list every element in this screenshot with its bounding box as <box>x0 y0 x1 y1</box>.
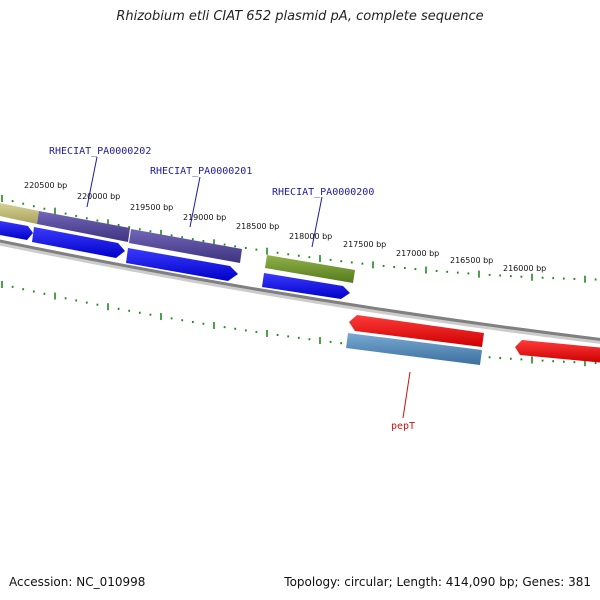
accession-text: Accession: NC_010998 <box>9 575 146 589</box>
label-leader <box>189 176 201 228</box>
cds-arrow[interactable] <box>32 227 125 258</box>
gene-olive[interactable] <box>0 202 39 224</box>
cds-arrow[interactable] <box>262 273 350 299</box>
tick-label: 217500 bp <box>343 240 386 249</box>
tick-label: 219000 bp <box>183 213 226 222</box>
gene-rheciat-pa0000202[interactable] <box>37 211 130 242</box>
backbone-line <box>0 239 600 341</box>
tick-label: 218500 bp <box>236 222 279 231</box>
gene-label-rheciat-pa0000200: RHECIAT_PA0000200 <box>272 187 374 198</box>
gene-rheciat-pa0000200[interactable] <box>265 255 355 283</box>
label-leader <box>311 196 323 248</box>
inner-tick-ring <box>1 280 597 367</box>
backbone-shadow <box>0 240 600 344</box>
gene-label-rheciat-pa0000201: RHECIAT_PA0000201 <box>150 166 252 177</box>
label-leader <box>402 371 411 419</box>
tick-label: 216000 bp <box>503 264 546 273</box>
tick-label: 220500 bp <box>24 181 67 190</box>
cds-arrow-reverse[interactable] <box>515 340 600 363</box>
cds-arrow[interactable] <box>126 248 238 281</box>
tick-label: 216500 bp <box>450 256 493 265</box>
tick-label: 218000 bp <box>289 232 332 241</box>
tick-label: 217000 bp <box>396 249 439 258</box>
gene-label-rheciat-pa0000202: RHECIAT_PA0000202 <box>49 146 151 157</box>
tick-label: 220000 bp <box>77 192 120 201</box>
gene-peptidase-t[interactable] <box>346 333 482 365</box>
gene-label-pept: pepT <box>391 421 415 432</box>
topology-summary: Topology: circular; Length: 414,090 bp; … <box>284 575 591 589</box>
cds-arrow[interactable] <box>0 220 33 240</box>
map-title: Rhizobium etli CIAT 652 plasmid pA, comp… <box>116 9 484 24</box>
gene-rheciat-pa0000201[interactable] <box>129 229 242 263</box>
tick-label: 219500 bp <box>130 203 173 212</box>
label-leader <box>86 156 98 208</box>
cds-arrow-reverse[interactable] <box>349 315 484 347</box>
